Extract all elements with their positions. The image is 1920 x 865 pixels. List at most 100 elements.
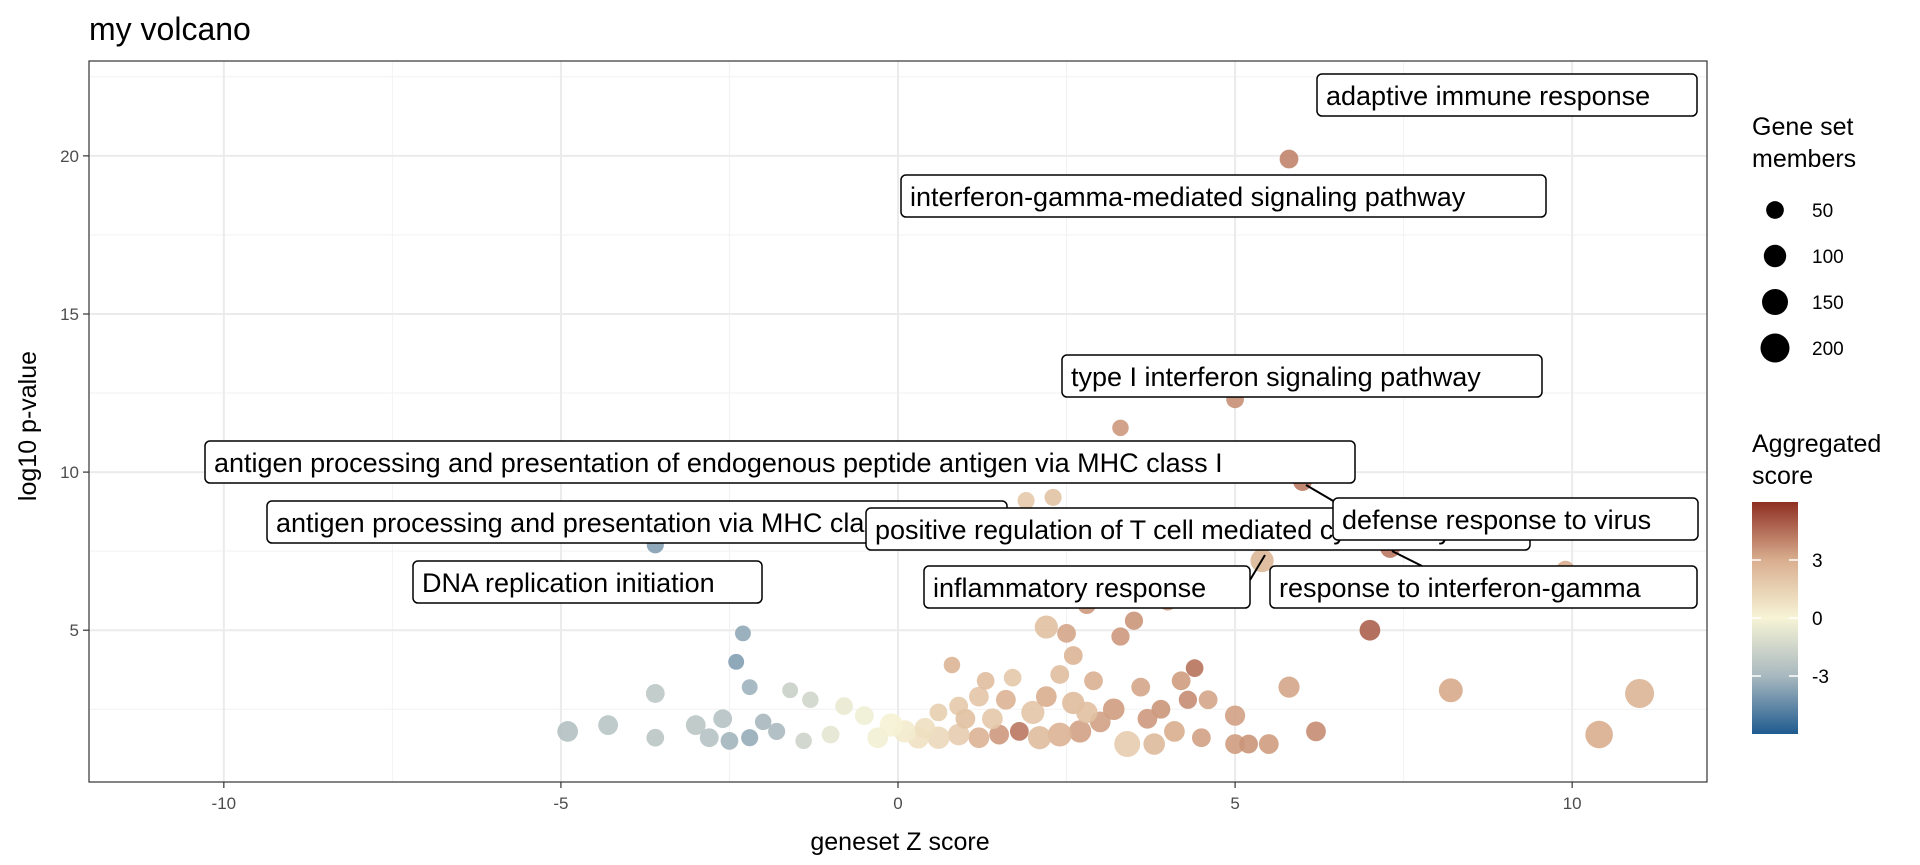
size-legend-key: [1760, 333, 1790, 363]
data-point: [1131, 677, 1151, 697]
size-legend-label: 50: [1812, 201, 1833, 222]
data-point: [1044, 488, 1062, 506]
size-legend-key: [1766, 201, 1784, 219]
x-tick-label: 0: [893, 794, 902, 813]
data-point: [1178, 690, 1198, 709]
y-tick-label: 10: [60, 463, 79, 482]
y-tick-label: 15: [60, 305, 79, 324]
grid: [89, 61, 1707, 782]
data-point: [1278, 676, 1300, 698]
label-text: interferon-gamma-mediated signaling path…: [910, 182, 1466, 212]
data-point: [1258, 734, 1279, 754]
data-point: [1185, 659, 1204, 678]
data-point: [1239, 734, 1258, 754]
data-point: [1359, 619, 1381, 641]
point-label: response to interferon-gamma: [1269, 550, 1698, 609]
data-point: [1306, 721, 1326, 742]
data-point: [645, 684, 665, 703]
point-label: antigen processing and presentation via …: [266, 500, 1008, 544]
data-point: [1112, 419, 1129, 437]
chart-title: my volcano: [89, 11, 251, 47]
data-point: [1035, 686, 1057, 707]
data-point: [1164, 721, 1185, 742]
x-axis-title: geneset Z score: [810, 828, 989, 856]
data-point: [1102, 698, 1125, 721]
size-legend-title-line-1: Gene set: [1752, 113, 1854, 141]
data-point: [1143, 733, 1165, 755]
label-box: [1332, 497, 1699, 541]
axis-ticks: -10 -5 0 5 10 5 10 15 20: [60, 147, 1582, 813]
data-point: [1057, 623, 1076, 643]
point-labels: adaptive immune response interferon-gamma…: [204, 73, 1699, 609]
color-legend-label: 0: [1812, 609, 1823, 630]
data-point: [947, 723, 970, 746]
size-legend-key: [1763, 244, 1787, 268]
data-point: [1137, 708, 1158, 729]
label-text: type I interferon signaling pathway: [1071, 362, 1481, 392]
data-point: [1279, 149, 1299, 169]
label-text: DNA replication initiation: [422, 568, 715, 598]
label-box: [1269, 565, 1698, 609]
data-point: [835, 697, 853, 715]
data-point: [1027, 726, 1052, 750]
data-point: [995, 689, 1016, 710]
label-box: [923, 565, 1251, 609]
label-connector: [1249, 554, 1266, 581]
data-point: [1224, 705, 1246, 726]
data-point: [741, 679, 758, 696]
data-point: [699, 728, 719, 748]
data-point: [685, 715, 706, 735]
x-tick-label: 5: [1230, 794, 1239, 813]
data-point: [720, 732, 739, 750]
data-point: [1114, 731, 1141, 758]
data-point: [914, 717, 936, 739]
size-legend-title-line-2: members: [1752, 145, 1856, 173]
data-point: [989, 724, 1010, 745]
data-point: [1009, 722, 1029, 741]
data-point: [1050, 665, 1070, 684]
data-point: [976, 671, 995, 690]
data-point: [735, 625, 751, 642]
data-point: [768, 722, 786, 740]
data-point: [854, 706, 874, 725]
point-label: inflammatory response: [923, 554, 1266, 609]
y-tick-label: 5: [70, 621, 79, 640]
data-point: [741, 729, 759, 747]
data-point: [1198, 690, 1218, 710]
color-legend-label: -3: [1812, 667, 1829, 688]
data-point: [598, 715, 619, 735]
color-legend-label: 3: [1812, 551, 1823, 572]
x-tick-label: -5: [553, 794, 568, 813]
data-point: [1225, 734, 1245, 754]
label-text: inflammatory response: [933, 573, 1206, 603]
data-point: [1625, 678, 1655, 708]
data-point: [557, 721, 579, 742]
data-point: [1151, 699, 1171, 719]
size-legend-label: 100: [1812, 247, 1844, 268]
label-connector: [1305, 484, 1336, 503]
data-point: [929, 703, 948, 722]
x-tick-label: 10: [1563, 794, 1582, 813]
label-box: [412, 560, 763, 604]
data-point: [969, 686, 989, 707]
size-legend-key: [1762, 289, 1788, 315]
data-point: [867, 727, 889, 749]
y-tick-label: 20: [60, 147, 79, 166]
data-point: [943, 656, 961, 674]
data-point: [1171, 671, 1191, 691]
point-label: interferon-gamma-mediated signaling path…: [900, 174, 1547, 218]
point-label: DNA replication initiation: [412, 560, 763, 604]
data-point: [1585, 720, 1613, 749]
size-legend-label: 150: [1812, 293, 1844, 314]
data-point: [1191, 728, 1211, 748]
label-text: defense response to virus: [1342, 505, 1651, 535]
data-point: [955, 708, 976, 729]
data-point: [646, 728, 665, 747]
label-box: [204, 440, 1356, 484]
data-point: [982, 708, 1003, 730]
size-legend-label: 200: [1812, 339, 1844, 360]
label-box: [1316, 73, 1698, 117]
data-point: [821, 725, 840, 744]
data-point: [968, 727, 990, 749]
